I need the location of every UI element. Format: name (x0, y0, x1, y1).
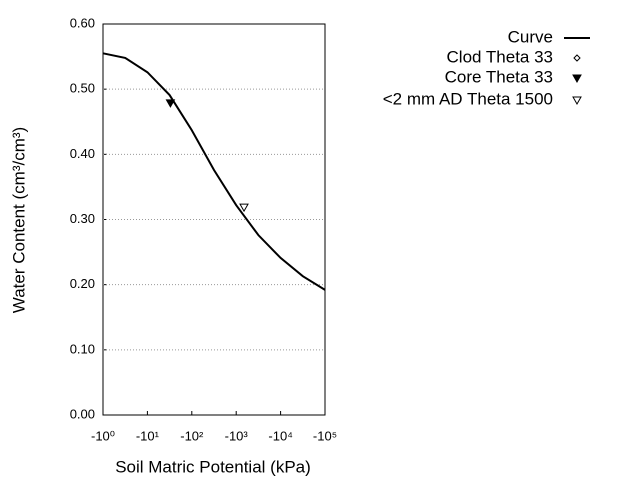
x-tick-label: -10⁴ (268, 428, 292, 443)
legend-marker (573, 54, 581, 62)
y-axis-label: Water Content (cm³/cm³) (9, 127, 28, 313)
x-axis-label: Soil Matric Potential (kPa) (115, 457, 311, 476)
curve (102, 52, 326, 291)
y-tick-label: 0.20 (70, 276, 95, 291)
x-tick-label: -10³ (225, 428, 249, 443)
legend-label: Core Theta 33 (445, 67, 553, 86)
legend-marker (572, 96, 582, 106)
x-tick-label: -10² (180, 428, 204, 443)
x-tick-label: -10⁵ (313, 428, 337, 443)
y-tick-label: 0.10 (70, 341, 95, 356)
legend-label: Clod Theta 33 (447, 47, 553, 66)
data-point (165, 99, 176, 108)
x-tick-label: -10⁰ (91, 428, 115, 443)
y-tick-label: 0.30 (70, 211, 95, 226)
y-tick-label: 0.40 (70, 146, 95, 161)
data-point (239, 203, 249, 213)
y-tick-label: 0.60 (70, 15, 95, 30)
legend-marker (572, 74, 582, 84)
legend-label: Curve (508, 27, 553, 46)
x-tick-label: -10¹ (136, 428, 160, 443)
y-tick-label: 0.00 (70, 406, 95, 421)
legend-label: <2 mm AD Theta 1500 (383, 89, 553, 108)
y-tick-label: 0.50 (70, 81, 95, 96)
